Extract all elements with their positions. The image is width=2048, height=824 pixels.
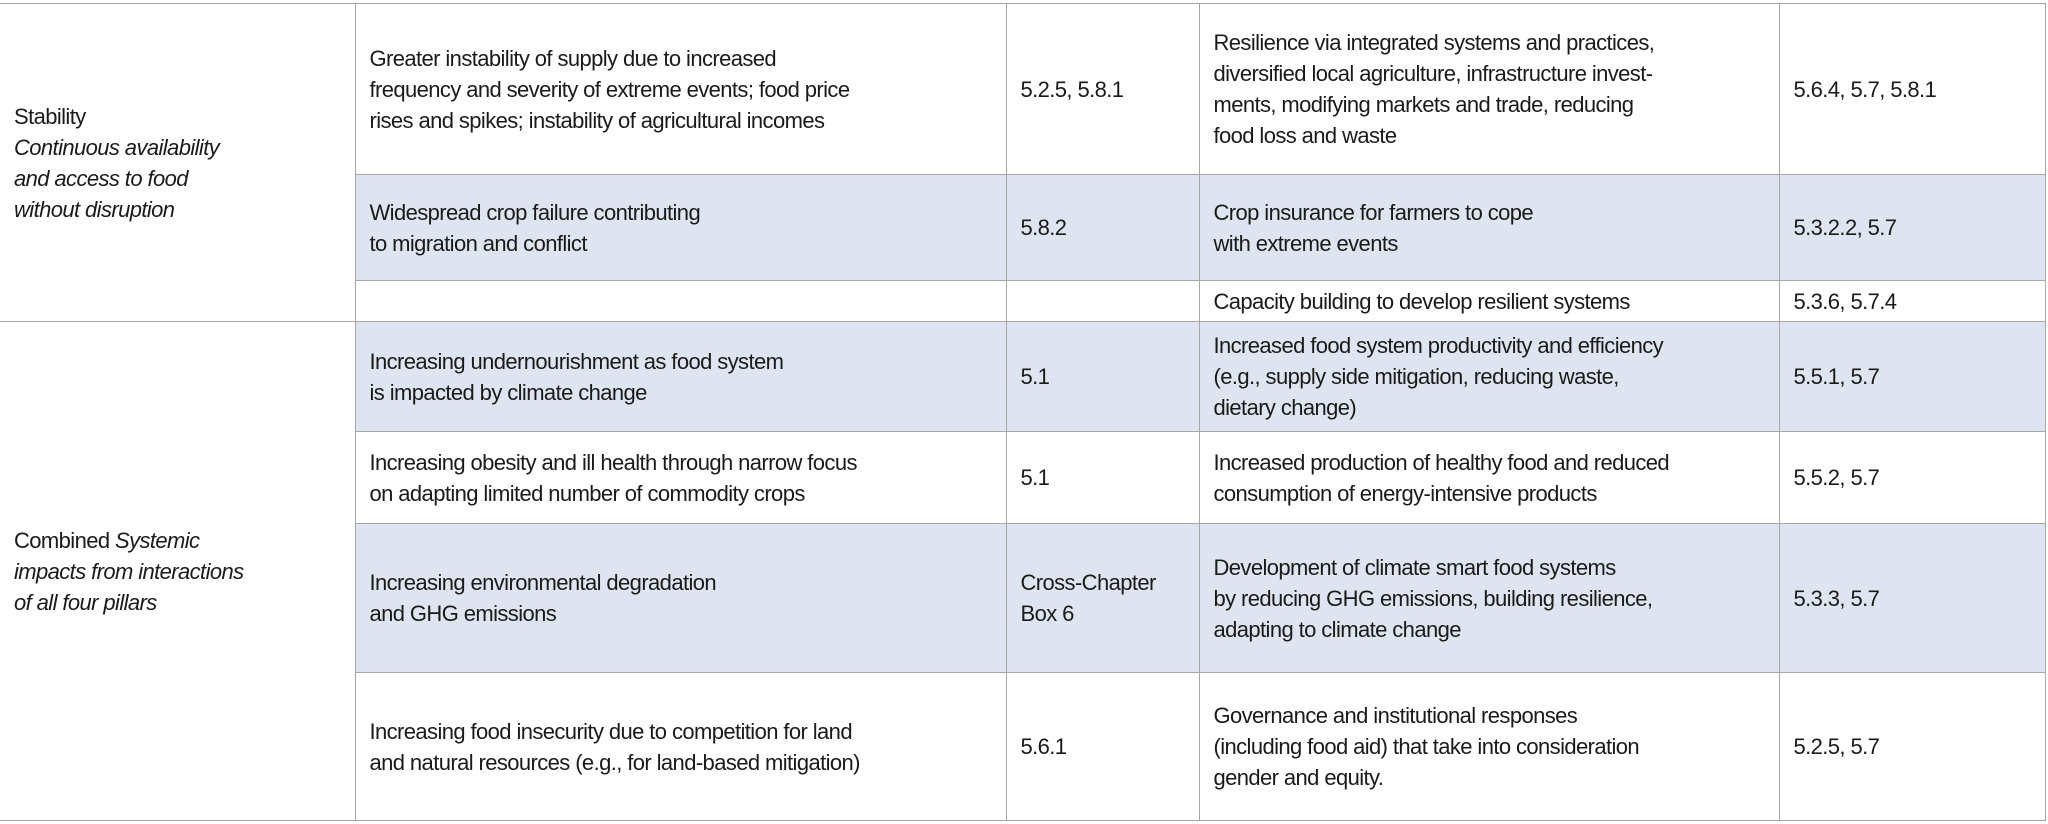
food-security-risks-table: Stability Continuous availability and ac… <box>0 3 2046 821</box>
table-row: Increasing obesity and ill health throug… <box>0 431 2046 524</box>
risk-cell: Greater instability of supply due to inc… <box>354 3 1007 175</box>
pillar-name: Stability <box>14 103 86 129</box>
risk-cell: Widespread crop failure contributing to … <box>354 174 1007 281</box>
risk-cell: Increasing food insecurity due to compet… <box>354 672 1007 821</box>
pillar-name: Combined <box>14 527 115 553</box>
table-row: Increasing environmental degradation and… <box>0 523 2046 673</box>
response-reference: 5.5.1, 5.7 <box>1778 321 2046 432</box>
risk-reference: 5.6.1 <box>1005 672 1200 821</box>
pillar-cell-stability: Stability Continuous availability and ac… <box>0 3 356 322</box>
pillar-cell-combined: Combined Systemic impacts from interacti… <box>0 321 356 821</box>
response-cell: Resilience via integrated systems and pr… <box>1198 3 1780 175</box>
risk-reference <box>1005 280 1200 322</box>
risk-cell: Increasing undernourishment as food syst… <box>354 321 1007 432</box>
response-reference: 5.3.6, 5.7.4 <box>1778 280 2046 322</box>
risk-reference: Cross-Chapter Box 6 <box>1005 523 1200 673</box>
response-cell: Crop insurance for farmers to cope with … <box>1198 174 1780 281</box>
response-reference: 5.3.2.2, 5.7 <box>1778 174 2046 281</box>
table-row: Combined Systemic impacts from interacti… <box>0 321 2046 821</box>
response-cell: Development of climate smart food system… <box>1198 523 1780 673</box>
risk-cell: Increasing obesity and ill health throug… <box>354 431 1007 524</box>
response-reference: 5.5.2, 5.7 <box>1778 431 2046 524</box>
pillar-description: Continuous availability and access to fo… <box>14 134 220 222</box>
risk-cell <box>354 280 1007 322</box>
risk-cell: Increasing environmental degradation and… <box>354 523 1007 673</box>
risk-reference: 5.2.5, 5.8.1 <box>1005 3 1200 175</box>
table-row: Stability Continuous availability and ac… <box>0 3 2046 322</box>
risk-reference: 5.1 <box>1005 321 1200 432</box>
risk-reference: 5.1 <box>1005 431 1200 524</box>
response-reference: 5.6.4, 5.7, 5.8.1 <box>1778 3 2046 175</box>
response-reference: 5.3.3, 5.7 <box>1778 523 2046 673</box>
response-cell: Increased production of healthy food and… <box>1198 431 1780 524</box>
table-row: Widespread crop failure contributing to … <box>0 174 2046 281</box>
response-cell: Capacity building to develop resilient s… <box>1198 280 1780 322</box>
pillar-description: Systemic impacts from interactions of al… <box>14 527 244 615</box>
response-cell: Governance and institutional responses (… <box>1198 672 1780 821</box>
table-row: Increasing food insecurity due to compet… <box>0 672 2046 821</box>
response-cell: Increased food system productivity and e… <box>1198 321 1780 432</box>
risk-reference: 5.8.2 <box>1005 174 1200 281</box>
response-reference: 5.2.5, 5.7 <box>1778 672 2046 821</box>
